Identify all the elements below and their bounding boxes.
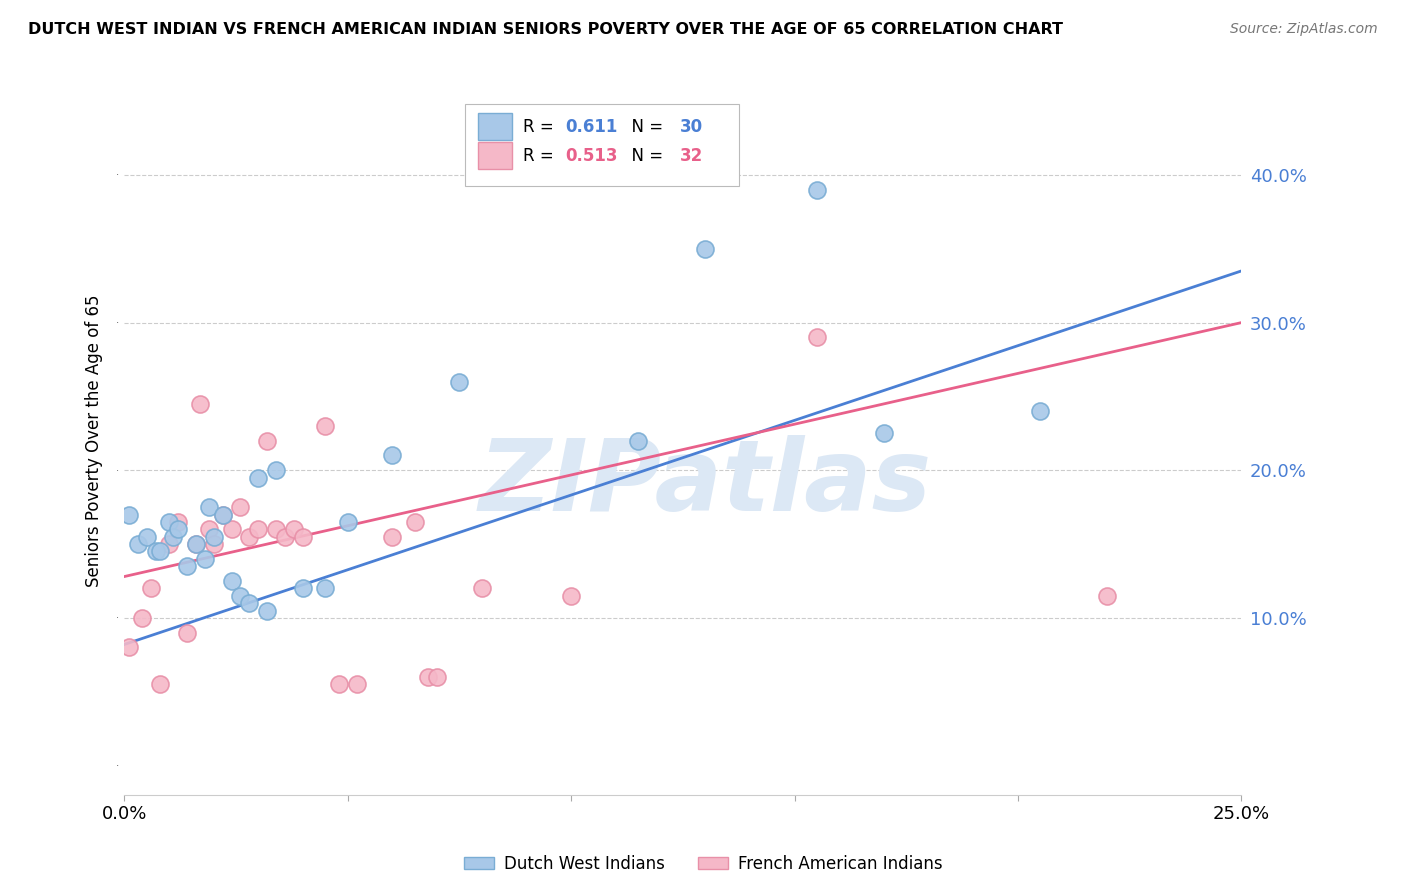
Point <box>229 500 252 515</box>
Point <box>238 530 260 544</box>
Point <box>202 530 225 544</box>
Text: 0.513: 0.513 <box>565 147 619 165</box>
Point <box>264 463 287 477</box>
Point <box>167 515 190 529</box>
FancyBboxPatch shape <box>478 113 512 140</box>
Point <box>1029 404 1052 418</box>
Point <box>188 397 211 411</box>
Point <box>336 515 359 529</box>
Point <box>221 522 243 536</box>
Point <box>264 522 287 536</box>
Text: DUTCH WEST INDIAN VS FRENCH AMERICAN INDIAN SENIORS POVERTY OVER THE AGE OF 65 C: DUTCH WEST INDIAN VS FRENCH AMERICAN IND… <box>28 22 1063 37</box>
Point <box>184 537 207 551</box>
Point <box>292 582 315 596</box>
Point <box>247 470 270 484</box>
Legend: Dutch West Indians, French American Indians: Dutch West Indians, French American Indi… <box>457 848 949 880</box>
Point <box>149 677 172 691</box>
Point <box>198 522 221 536</box>
Text: Source: ZipAtlas.com: Source: ZipAtlas.com <box>1230 22 1378 37</box>
Point <box>283 522 305 536</box>
Point <box>274 530 297 544</box>
Point <box>162 530 184 544</box>
Text: ZIPatlas: ZIPatlas <box>478 434 932 532</box>
Point <box>873 426 896 441</box>
Point <box>149 544 172 558</box>
Point <box>381 530 404 544</box>
Point <box>346 677 368 691</box>
Text: N =: N = <box>621 118 669 136</box>
Text: 0.611: 0.611 <box>565 118 619 136</box>
Point <box>135 530 157 544</box>
Point <box>238 596 260 610</box>
Point <box>426 670 449 684</box>
Point <box>471 582 494 596</box>
Point <box>314 419 336 434</box>
Point <box>292 530 315 544</box>
Point <box>184 537 207 551</box>
Point <box>131 611 153 625</box>
Point <box>211 508 233 522</box>
Point <box>118 640 141 655</box>
Point <box>247 522 270 536</box>
Text: N =: N = <box>621 147 669 165</box>
Point <box>127 537 149 551</box>
Point <box>157 515 180 529</box>
Point <box>806 183 828 197</box>
Point <box>404 515 426 529</box>
Point <box>449 375 471 389</box>
Point <box>256 434 278 448</box>
Text: R =: R = <box>523 147 560 165</box>
Point <box>806 330 828 344</box>
Text: 30: 30 <box>679 118 703 136</box>
Point <box>256 603 278 617</box>
Point <box>157 537 180 551</box>
Point <box>211 508 233 522</box>
Point <box>1097 589 1119 603</box>
Point <box>221 574 243 588</box>
Text: R =: R = <box>523 118 560 136</box>
FancyBboxPatch shape <box>478 143 512 169</box>
Text: 32: 32 <box>679 147 703 165</box>
Point <box>418 670 440 684</box>
Point <box>176 559 198 574</box>
Point <box>176 625 198 640</box>
Point <box>167 522 190 536</box>
Point <box>314 582 336 596</box>
FancyBboxPatch shape <box>465 104 738 186</box>
Point <box>560 589 582 603</box>
Point <box>202 537 225 551</box>
Point <box>328 677 350 691</box>
Point <box>198 500 221 515</box>
Point <box>381 449 404 463</box>
Point <box>145 544 167 558</box>
Point <box>118 508 141 522</box>
Point <box>139 582 162 596</box>
Point <box>229 589 252 603</box>
Y-axis label: Seniors Poverty Over the Age of 65: Seniors Poverty Over the Age of 65 <box>86 294 103 587</box>
Point <box>695 242 717 256</box>
Point <box>194 551 217 566</box>
Point <box>627 434 650 448</box>
